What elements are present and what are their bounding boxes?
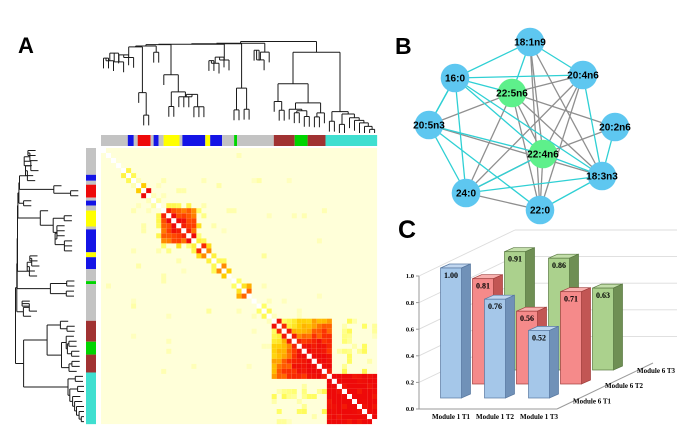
svg-text:18:1n9: 18:1n9 — [514, 38, 546, 49]
svg-text:0.8: 0.8 — [406, 300, 415, 307]
svg-text:0.91: 0.91 — [508, 255, 522, 264]
svg-text:0.4: 0.4 — [406, 353, 415, 360]
svg-text:Module 1 T1: Module 1 T1 — [432, 413, 470, 421]
svg-text:Module 6 T2: Module 6 T2 — [605, 382, 643, 390]
svg-text:22:0: 22:0 — [530, 206, 550, 217]
svg-text:24:0: 24:0 — [456, 189, 476, 200]
svg-text:0.76: 0.76 — [488, 302, 502, 311]
svg-text:0.71: 0.71 — [564, 295, 578, 304]
svg-text:0.86: 0.86 — [552, 261, 566, 270]
svg-text:1.0: 1.0 — [406, 273, 414, 280]
svg-text:20:2n6: 20:2n6 — [599, 123, 631, 134]
svg-text:0.56: 0.56 — [520, 314, 534, 323]
svg-text:0.63: 0.63 — [596, 291, 610, 300]
svg-text:Module 6 T1: Module 6 T1 — [573, 397, 611, 405]
svg-text:18:3n3: 18:3n3 — [586, 172, 618, 183]
svg-text:22:5n6: 22:5n6 — [496, 89, 528, 100]
svg-text:0.52: 0.52 — [532, 333, 546, 342]
svg-text:0.0: 0.0 — [406, 406, 414, 413]
svg-text:22:4n6: 22:4n6 — [527, 150, 559, 161]
svg-text:0.81: 0.81 — [476, 282, 490, 291]
svg-text:Module 1 T2: Module 1 T2 — [476, 413, 514, 421]
svg-text:Module 1 T3: Module 1 T3 — [520, 413, 558, 421]
svg-text:20:4n6: 20:4n6 — [567, 71, 599, 82]
svg-text:20:5n3: 20:5n3 — [413, 121, 445, 132]
svg-text:0.2: 0.2 — [406, 380, 414, 387]
svg-text:0.6: 0.6 — [406, 326, 415, 333]
svg-text:1.00: 1.00 — [444, 271, 458, 280]
svg-text:Module 6 T3: Module 6 T3 — [637, 367, 675, 375]
svg-text:16:0: 16:0 — [445, 74, 465, 85]
